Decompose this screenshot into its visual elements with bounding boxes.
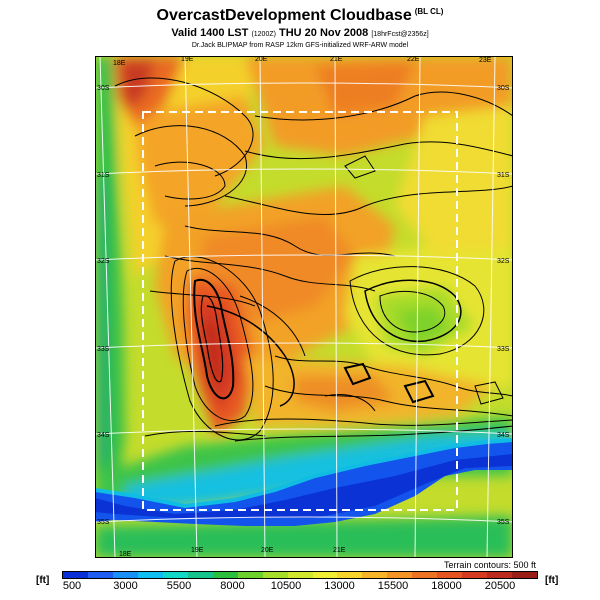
lon-label-20e-bottom: 20E [261, 547, 274, 554]
colorbar-segment [437, 572, 463, 578]
colorbar-segment [337, 572, 363, 578]
title-tag: (BL CL) [414, 7, 444, 16]
map-title: OvercastDevelopment Cloudbase (BL CL) [156, 7, 444, 24]
colorbar-labels: 500 3000 5500 8000 10500 13000 15500 18000 20500 [62, 580, 538, 594]
colorbar-segment [487, 572, 513, 578]
lat-label-31s-right: 31S [497, 172, 510, 179]
lat-label-31s-left: 31S [97, 172, 110, 179]
colorbar-unit-left: [ft] [36, 575, 50, 586]
colorbar-segment [262, 572, 288, 578]
lon-label-19e-bottom: 19E [191, 547, 204, 554]
lon-label-20e-top: 20E [255, 56, 268, 63]
lat-label-34s-right: 34S [497, 432, 510, 439]
lat-label-33s-right: 33S [497, 346, 510, 353]
colorbar-unit-right: [ft] [545, 575, 559, 586]
colorbar [62, 571, 538, 579]
colorbar-segment [462, 572, 488, 578]
analysis-window [142, 111, 458, 511]
lon-label-21e-bottom: 21E [333, 547, 346, 554]
colorbar-segment [137, 572, 163, 578]
terrain-contours [114, 77, 513, 442]
lat-label-32s-right: 32S [497, 258, 510, 265]
lat-label-32s-left: 32S [97, 258, 110, 265]
colorbar-label: 18000 [431, 580, 462, 592]
colorbar-segment [287, 572, 313, 578]
colorbar-label: 3000 [113, 580, 138, 592]
colorbar-label: 20500 [484, 580, 516, 592]
colorbar-segment [87, 572, 113, 578]
lat-label-35s-right: 35S [497, 519, 510, 526]
lon-label-22e-top: 22E [407, 56, 420, 63]
map-subtitle: Valid 1400 LST (1200Z) THU 20 Nov 2008 [… [171, 27, 429, 39]
colorbar-segment [212, 572, 238, 578]
lon-label-21e-top: 21E [330, 56, 343, 63]
lon-label-23e-top: 23E [479, 57, 492, 64]
colorbar-segment [112, 572, 138, 578]
model-credit: Dr.Jack BLIPMAP from RASP 12km GFS-initi… [191, 42, 409, 49]
colorbar-segment [512, 572, 538, 578]
colorbar-segment [312, 572, 338, 578]
lat-label-34s-left: 34S [97, 432, 110, 439]
colorbar-segment [387, 572, 413, 578]
colorbar-segment [412, 572, 438, 578]
lon-label-18e-bottom: 18E [119, 551, 132, 558]
lat-label-30s-left: 30S [97, 85, 110, 92]
terrain-contour-note: Terrain contours: 500 ft [443, 560, 536, 570]
colorbar-segment [63, 572, 88, 578]
colorbar-label: 15500 [377, 580, 409, 592]
lat-label-30s-right: 30S [497, 85, 510, 92]
colorbar-segment [237, 572, 263, 578]
colorbar-label: 5500 [166, 580, 192, 592]
lat-label-35s-left: 35S [97, 519, 110, 526]
lon-label-18e-top: 18E [113, 60, 126, 67]
colorbar-label: 8000 [220, 580, 245, 592]
colorbar-segment [162, 572, 188, 578]
colorbar-label: 10500 [270, 580, 302, 592]
lon-label-19e-top: 19E [181, 56, 194, 63]
colorbar-label: 500 [62, 580, 82, 592]
colorbar-segment [187, 572, 213, 578]
cloudbase-field [95, 56, 513, 558]
cloudbase-map: 18E 19E 20E 21E 22E 23E 18E 19E 20E 21E … [95, 56, 513, 558]
lat-label-33s-left: 33S [97, 346, 110, 353]
colorbar-label: 13000 [324, 580, 355, 592]
colorbar-segment [362, 572, 388, 578]
